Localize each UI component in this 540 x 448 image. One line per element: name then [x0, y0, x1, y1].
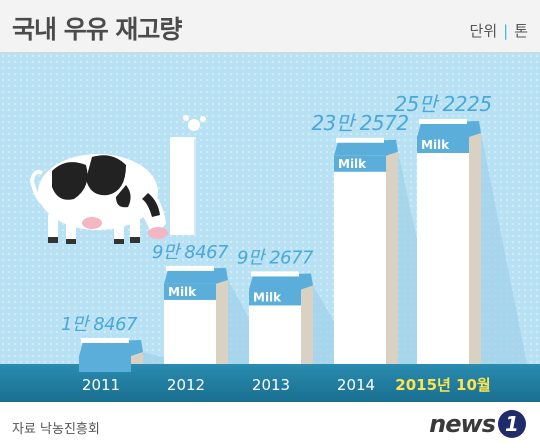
x-tick-2: 2013: [252, 376, 290, 394]
cow-illustration: [29, 154, 168, 244]
carton-front: [417, 137, 469, 364]
news1-logo: news 1: [429, 408, 526, 440]
bars-layer: Milk Milk Milk Milk: [79, 119, 527, 372]
carton-shadow: [469, 133, 527, 364]
logo-word: news: [429, 410, 496, 438]
page-title: 국내 우유 재고량: [12, 15, 182, 44]
carton-cap-rim: [419, 119, 467, 124]
unit-label: 단위: [469, 22, 498, 40]
value-label-3: 23만 2572: [311, 111, 408, 135]
carton-band: [334, 155, 386, 172]
carton-band: [249, 289, 301, 306]
carton-band: [417, 137, 469, 153]
carton-milk-text: Milk: [421, 138, 450, 152]
carton-cap-rim: [251, 271, 299, 277]
source-note: 자료 낙농진흥회: [12, 422, 100, 437]
carton-band: [164, 283, 216, 300]
carton-front: [334, 155, 386, 364]
unit-note: 단위 | 톤: [470, 20, 528, 41]
carton-cap: [417, 121, 481, 137]
footer: 자료 낙농진흥회 news 1: [0, 402, 540, 448]
x-tick-4: 2015년 10월: [395, 376, 490, 394]
carton-side: [301, 285, 313, 364]
carton-band: [79, 356, 131, 372]
x-tick-labels: 2011 2012 2013 2014 2015년 10월: [82, 376, 491, 394]
milk-carton-bar-1: Milk: [164, 265, 274, 364]
carton-milk-text: Milk: [168, 285, 197, 299]
unit-value: 톤: [514, 22, 528, 40]
carton-cap: [249, 273, 313, 290]
logo-badge: 1: [498, 410, 526, 438]
value-label-0: 1만 8467: [61, 314, 138, 335]
milk-glass-illustration: [170, 115, 206, 235]
milk-carton-bar-2: Milk: [249, 271, 359, 364]
carton-milk-text: Milk: [253, 290, 282, 304]
value-label-4: 25만 2225: [394, 92, 491, 116]
carton-cap-rim: [81, 338, 129, 343]
value-label-1: 9만 8467: [152, 242, 229, 263]
unit-separator: |: [503, 22, 509, 40]
carton-side: [469, 133, 481, 364]
milk-carton-bar-4: Milk: [417, 119, 527, 364]
carton-milk-text: Milk: [338, 157, 367, 171]
header: 국내 우유 재고량 단위 | 톤: [0, 0, 540, 53]
x-tick-0: 2011: [82, 376, 120, 394]
value-label-2: 9만 2677: [237, 247, 314, 268]
carton-cap: [164, 267, 228, 284]
carton-cap: [79, 340, 143, 356]
carton-cap-rim: [336, 137, 384, 143]
x-tick-3: 2014: [337, 376, 375, 394]
carton-side: [216, 279, 228, 364]
x-tick-1: 2012: [167, 376, 205, 394]
milk-stock-chart: Milk Milk Milk Milk 1만 8467 9만 8467 9만 2677 23…: [29, 92, 527, 394]
carton-side: [386, 151, 398, 364]
carton-cap-rim: [166, 265, 214, 271]
milk-carton-bar-0: [79, 338, 189, 372]
carton-cap: [334, 139, 398, 156]
